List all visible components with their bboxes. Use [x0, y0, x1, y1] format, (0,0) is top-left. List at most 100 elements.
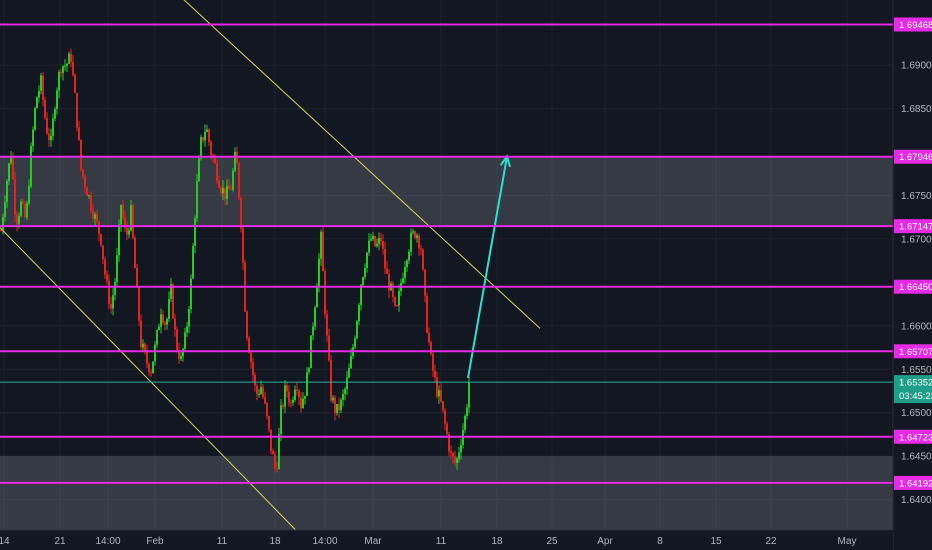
candle-body	[436, 377, 438, 397]
time-tick-label: May	[838, 536, 857, 547]
time-tick-label: 22	[765, 536, 777, 547]
candle-body	[276, 468, 278, 470]
candle-body	[38, 90, 40, 98]
candle-body	[258, 393, 260, 395]
candle-body	[220, 187, 222, 194]
candle-body	[66, 63, 68, 66]
candle-body	[60, 71, 62, 73]
time-tick-label: 14:00	[312, 536, 337, 547]
candle-body	[144, 343, 146, 352]
current-price-label: 1.65352	[899, 378, 932, 389]
candle-body	[88, 195, 90, 197]
time-tick-label: 8	[657, 536, 663, 547]
candle-body	[194, 218, 196, 246]
candle-body	[56, 90, 58, 110]
candle-body	[114, 281, 116, 296]
candle-body	[152, 361, 154, 374]
candle-body	[32, 129, 34, 147]
candle-body	[378, 237, 380, 244]
time-tick-label: 14	[0, 536, 10, 547]
candle-body	[164, 322, 166, 325]
candle-body	[72, 61, 74, 75]
time-tick-label: Feb	[146, 536, 164, 547]
candle-body	[266, 403, 268, 417]
candle-body	[82, 169, 84, 177]
candle-body	[246, 311, 248, 339]
candle-body	[368, 240, 370, 253]
candle-body	[48, 133, 50, 141]
candle-body	[126, 228, 128, 235]
candle-body	[370, 238, 372, 241]
candle-body	[326, 314, 328, 336]
candle-body	[112, 295, 114, 309]
level-price-tag	[894, 149, 932, 164]
candle-body	[332, 397, 334, 401]
candle-body	[10, 156, 12, 164]
candle-body	[444, 410, 446, 424]
candle-body	[308, 368, 310, 373]
candle-body	[380, 237, 382, 242]
candle-body	[140, 320, 142, 348]
candle-body	[338, 403, 340, 411]
price-axis[interactable]: 1.69000 1.68500 1.67500 1.67000 1.66000 1.655…	[892, 0, 932, 550]
candle-body	[268, 416, 270, 430]
level-price-tag	[894, 17, 932, 32]
candle-body	[142, 343, 144, 348]
candle-body	[464, 416, 466, 430]
candle-body	[342, 393, 344, 400]
candle-body	[214, 157, 216, 164]
candle-body	[416, 235, 418, 238]
price-axis-background	[893, 0, 932, 550]
time-tick-label: Apr	[597, 536, 613, 547]
time-tick-label: 25	[546, 536, 558, 547]
price-tick-label: 1.66000	[901, 321, 932, 332]
candle-body	[210, 142, 212, 156]
price-zone	[0, 456, 893, 483]
candle-body	[118, 224, 120, 256]
candle-body	[398, 290, 400, 306]
candle-body	[240, 197, 242, 229]
projection-arrow-shaft[interactable]	[467, 156, 508, 379]
candle-body	[34, 107, 36, 130]
candle-body	[130, 205, 132, 231]
candle-body	[312, 326, 314, 336]
time-axis[interactable]: 14 21 14:00 Feb 11 18 14:00 Mar 11 18 25 Apr 8 15 22 Ma…	[0, 529, 893, 550]
candle-body	[184, 332, 186, 349]
candle-body	[128, 230, 130, 235]
candle-body	[274, 454, 276, 469]
candle-body	[198, 158, 200, 182]
candle-body	[70, 53, 72, 62]
level-price-tag-label: 1.67147	[899, 222, 932, 233]
candle-body	[22, 201, 24, 204]
time-axis-background	[0, 530, 893, 550]
candle-body	[322, 231, 324, 272]
candle-body	[134, 237, 136, 269]
candle-body	[410, 232, 412, 252]
candle-body	[278, 433, 280, 469]
candle-body	[206, 129, 208, 132]
candle-body	[42, 75, 44, 100]
candle-body	[98, 221, 100, 235]
candle-body	[344, 389, 346, 394]
candle-body	[288, 391, 290, 403]
candle-body	[354, 338, 356, 348]
candle-body	[216, 163, 218, 181]
candle-body	[12, 156, 14, 179]
candle-body	[136, 268, 138, 288]
candle-body	[180, 356, 182, 359]
candle-body	[452, 452, 454, 457]
price-tick-label: 1.69000	[901, 61, 932, 72]
candle-body	[294, 389, 296, 400]
candle-body	[196, 181, 198, 219]
candle-body	[14, 178, 16, 215]
candle-body	[232, 170, 234, 190]
candle-body	[20, 201, 22, 216]
price-tick-label: 1.67000	[901, 234, 932, 245]
candle-body	[384, 248, 386, 269]
candle-body	[224, 187, 226, 199]
time-tick-label: 18	[491, 536, 503, 547]
candle-body	[192, 245, 194, 279]
candle-body	[366, 252, 368, 268]
